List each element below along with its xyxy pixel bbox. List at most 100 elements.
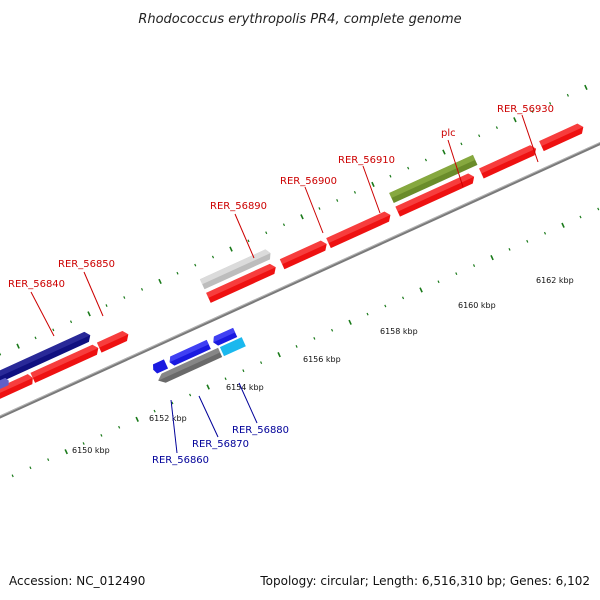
minor-tick	[389, 174, 392, 178]
minor-tick	[153, 409, 156, 413]
minor-tick	[52, 328, 55, 332]
accession-text: Accession: NC_012490	[9, 574, 146, 588]
feature-slate[interactable]	[0, 377, 10, 400]
gene-feature[interactable]	[395, 172, 476, 217]
tick-label: 6156 kbp	[303, 355, 341, 364]
label-leader-line	[521, 114, 539, 163]
minor-tick	[247, 239, 250, 243]
minor-tick	[437, 280, 440, 284]
genome-backbone	[0, 114, 600, 433]
gene-feature-reverse[interactable]	[211, 327, 238, 347]
reverse-tick-row	[11, 207, 600, 478]
gene-feature[interactable]	[30, 343, 101, 383]
minor-tick	[105, 304, 108, 307]
major-tick	[277, 352, 281, 358]
gene-label[interactable]: RER_56850	[58, 259, 115, 270]
tick-labels: 6150 kbp 6152 kbp 6154 kbp 6156 kbp 6158…	[72, 276, 574, 455]
minor-tick	[508, 248, 511, 251]
gene-label[interactable]: RER_56860	[152, 455, 209, 466]
gene-feature-reverse-grey[interactable]	[156, 347, 223, 385]
major-tick	[561, 222, 565, 228]
minor-tick	[455, 272, 458, 276]
major-tick	[442, 149, 446, 155]
tick-label: 6152 kbp	[149, 414, 187, 423]
major-tick	[16, 343, 20, 349]
gene-feature[interactable]	[539, 122, 585, 152]
gene-feature-reverse-cyan[interactable]	[219, 337, 246, 357]
minor-tick	[384, 304, 387, 308]
minor-tick	[495, 126, 498, 130]
major-tick	[490, 255, 494, 261]
tick-label: 6162 kbp	[536, 276, 574, 285]
major-tick	[158, 278, 162, 285]
genome-summary-text: Topology: circular; Length: 6,516,310 bp…	[260, 574, 590, 588]
minor-tick	[189, 393, 192, 397]
gene-feature[interactable]	[206, 262, 278, 303]
minor-tick	[194, 263, 197, 267]
label-leader-line	[362, 165, 381, 214]
label-leader-line	[170, 399, 178, 454]
tick-label: 6160 kbp	[458, 301, 496, 310]
forward-genes	[0, 122, 585, 404]
major-tick	[419, 287, 423, 293]
minor-tick	[531, 110, 534, 113]
gene-feature[interactable]	[0, 373, 35, 404]
tick-label: 6154 kbp	[226, 383, 264, 392]
gene-feature[interactable]	[96, 329, 131, 353]
major-tick	[64, 449, 68, 455]
minor-tick	[336, 199, 339, 202]
minor-tick	[401, 296, 405, 300]
minor-tick	[526, 239, 529, 243]
minor-tick	[597, 207, 600, 211]
minor-tick	[260, 361, 263, 364]
minor-tick	[11, 474, 14, 478]
feature-navy[interactable]	[0, 330, 93, 394]
gene-label[interactable]: RER_56840	[8, 279, 65, 290]
gene-label[interactable]: RER_56900	[280, 176, 337, 187]
label-leader-line	[234, 213, 255, 259]
label-leader-line	[238, 382, 258, 424]
gene-label[interactable]: RER_56930	[497, 104, 554, 115]
gene-feature[interactable]	[479, 144, 538, 179]
minor-tick	[282, 223, 286, 227]
gene-label[interactable]: plc	[441, 128, 456, 139]
minor-tick	[313, 336, 316, 340]
reverse-gene-labels: RER_56860 RER_56870 RER_56880	[152, 382, 289, 466]
major-tick	[513, 117, 517, 123]
minor-tick	[82, 442, 85, 445]
minor-tick	[118, 425, 121, 429]
minor-tick	[366, 312, 369, 316]
gene-feature[interactable]	[326, 210, 392, 249]
major-tick	[348, 319, 352, 325]
gene-label[interactable]: RER_56910	[338, 155, 395, 166]
minor-tick	[176, 271, 179, 275]
label-leader-line	[83, 271, 104, 317]
major-tick	[135, 416, 139, 422]
minor-tick	[543, 231, 547, 235]
gene-label[interactable]: RER_56880	[232, 425, 289, 436]
minor-tick	[100, 433, 103, 437]
forward-tick-row	[0, 84, 588, 356]
minor-tick	[579, 215, 582, 219]
major-tick	[206, 384, 210, 390]
minor-tick	[34, 336, 37, 340]
feature-olive[interactable]	[389, 154, 478, 203]
gene-feature-reverse[interactable]	[151, 359, 169, 374]
gene-label[interactable]: RER_56890	[210, 201, 267, 212]
minor-tick	[242, 369, 245, 373]
major-tick	[87, 311, 91, 317]
minor-tick	[318, 207, 321, 210]
minor-tick	[407, 166, 410, 170]
minor-tick	[0, 352, 2, 356]
gene-feature[interactable]	[279, 239, 329, 270]
minor-tick	[69, 320, 73, 324]
gene-label[interactable]: RER_56870	[192, 439, 249, 450]
tick-label: 6150 kbp	[72, 446, 110, 455]
minor-tick	[140, 288, 144, 291]
minor-tick	[171, 401, 174, 405]
feature-grey[interactable]	[199, 248, 273, 290]
minor-tick	[424, 158, 427, 162]
gene-feature-reverse[interactable]	[168, 339, 211, 367]
label-leader-line	[447, 139, 464, 188]
